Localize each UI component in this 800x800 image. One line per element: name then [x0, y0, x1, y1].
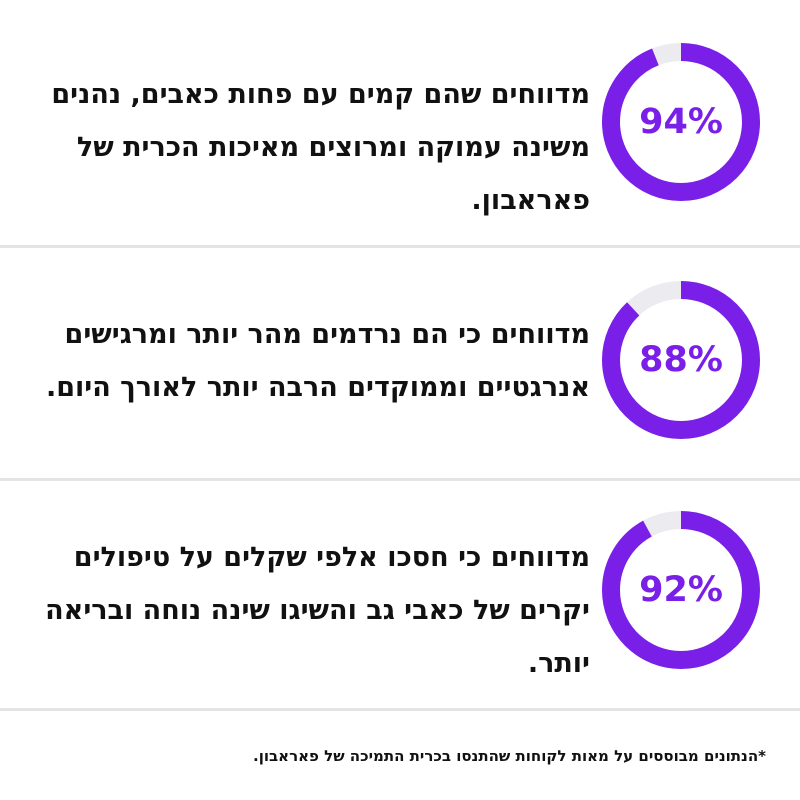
divider-3	[0, 708, 800, 711]
stat-description-3: מדווחים כי חסכו אלפי שקלים על טיפולים יק…	[45, 542, 590, 679]
divider-1	[0, 245, 800, 248]
progress-ring-fill-3	[602, 511, 760, 669]
stat-row-3: 92% מדווחים כי חסכו אלפי שקלים על טיפולי…	[0, 486, 800, 716]
percent-label-1: 94%	[639, 102, 723, 142]
stat-description-1: מדווחים שהם קמים עם פחות כאבים, נהנים מש…	[51, 79, 590, 216]
progress-ring-3: 92%	[601, 510, 761, 670]
footnote: *הנתונים מבוססים על מאות לקוחות שהתנסו ב…	[253, 747, 766, 765]
progress-ring-graphic-1	[602, 43, 760, 201]
percent-label-3: 92%	[639, 570, 723, 610]
progress-ring-fill-2	[602, 281, 760, 439]
stat-row-2: 88% מדווחים כי הם נרדמים מהר יותר ומרגיש…	[0, 256, 800, 486]
stat-description-2: מדווחים כי הם נרדמים מהר יותר ומרגישים א…	[45, 319, 590, 403]
percent-label-2: 88%	[639, 340, 723, 380]
progress-ring-1: 94%	[601, 42, 761, 202]
progress-ring-graphic-3	[602, 511, 760, 669]
progress-ring-2: 88%	[601, 280, 761, 440]
progress-ring-fill-1	[602, 43, 760, 201]
divider-2	[0, 478, 800, 481]
progress-ring-graphic-2	[602, 281, 760, 439]
stat-row-1: 94% מדווחים שהם קמים עם פחות כאבים, נהני…	[0, 18, 800, 248]
